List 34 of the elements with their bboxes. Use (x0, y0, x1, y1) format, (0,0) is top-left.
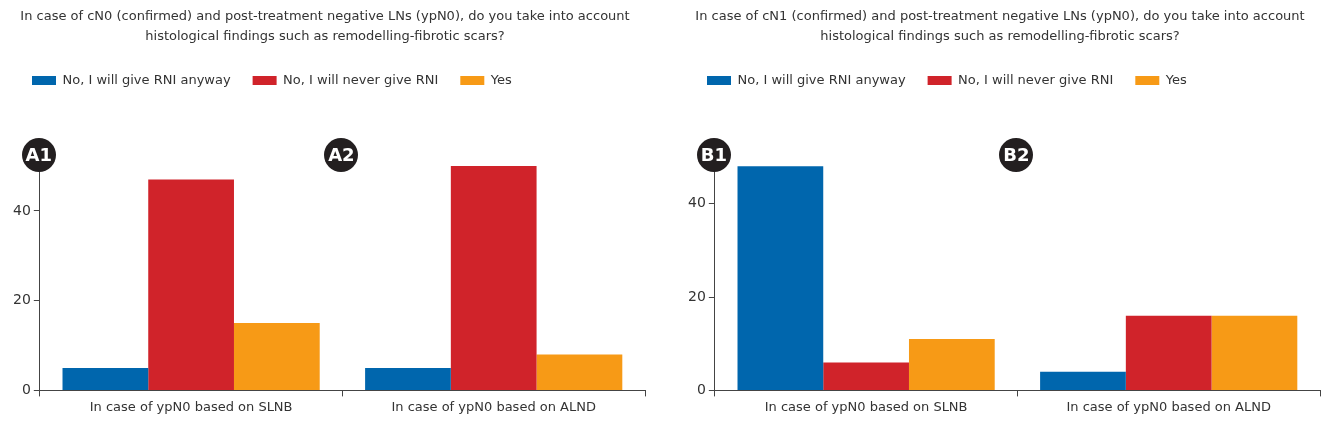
y-tick-label: 0 (696, 381, 706, 398)
y-tick-label: 0 (21, 381, 31, 398)
x-tick-label: In case of ypN0 based on ALND (391, 398, 596, 414)
annotation: B2 (999, 138, 1034, 172)
bar (536, 354, 623, 390)
chart-title: In case of cN0 (confirmed) and post-treatment negative LNs (ypN0), do you take into account histological findings such as remodelling-fibrotic scars? (20, 7, 630, 45)
bar (148, 179, 234, 390)
bar (908, 339, 995, 390)
x-tick-label: In case of ypN0 based on ALND (1066, 398, 1271, 414)
bar (1211, 315, 1298, 390)
legend-label: No, I will give RNI anyway (737, 71, 906, 87)
bar (365, 367, 451, 390)
legend-label: No, I will never give RNI (283, 71, 439, 87)
x-tick-label: In case of ypN0 based on SLNB (764, 398, 968, 414)
bar (823, 362, 909, 390)
x-tick-label: In case of ypN0 based on SLNB (89, 398, 293, 414)
bar (233, 323, 320, 390)
annotation: A2 (324, 138, 359, 172)
y-tick-label: 20 (687, 287, 706, 304)
legend-label: Yes (1164, 71, 1188, 87)
bar (450, 165, 537, 390)
annotation: A1 (21, 138, 56, 172)
chart-title: In case of cN1 (confirmed) and post-treatment negative LNs (ypN0), do you take into account histological findings such as remodelling-fibrotic scars? (695, 7, 1305, 45)
bar (62, 367, 149, 390)
legend-label: Yes (489, 71, 513, 87)
bar (1040, 371, 1126, 390)
y-tick-label: 20 (12, 291, 31, 308)
bar (1125, 315, 1212, 390)
bar (737, 166, 824, 390)
legend-label: No, I will never give RNI (958, 71, 1114, 87)
y-tick-label: 40 (12, 201, 31, 218)
y-tick-label: 40 (687, 194, 706, 211)
legend-label: No, I will give RNI anyway (62, 71, 231, 87)
annotation: B1 (696, 138, 731, 172)
